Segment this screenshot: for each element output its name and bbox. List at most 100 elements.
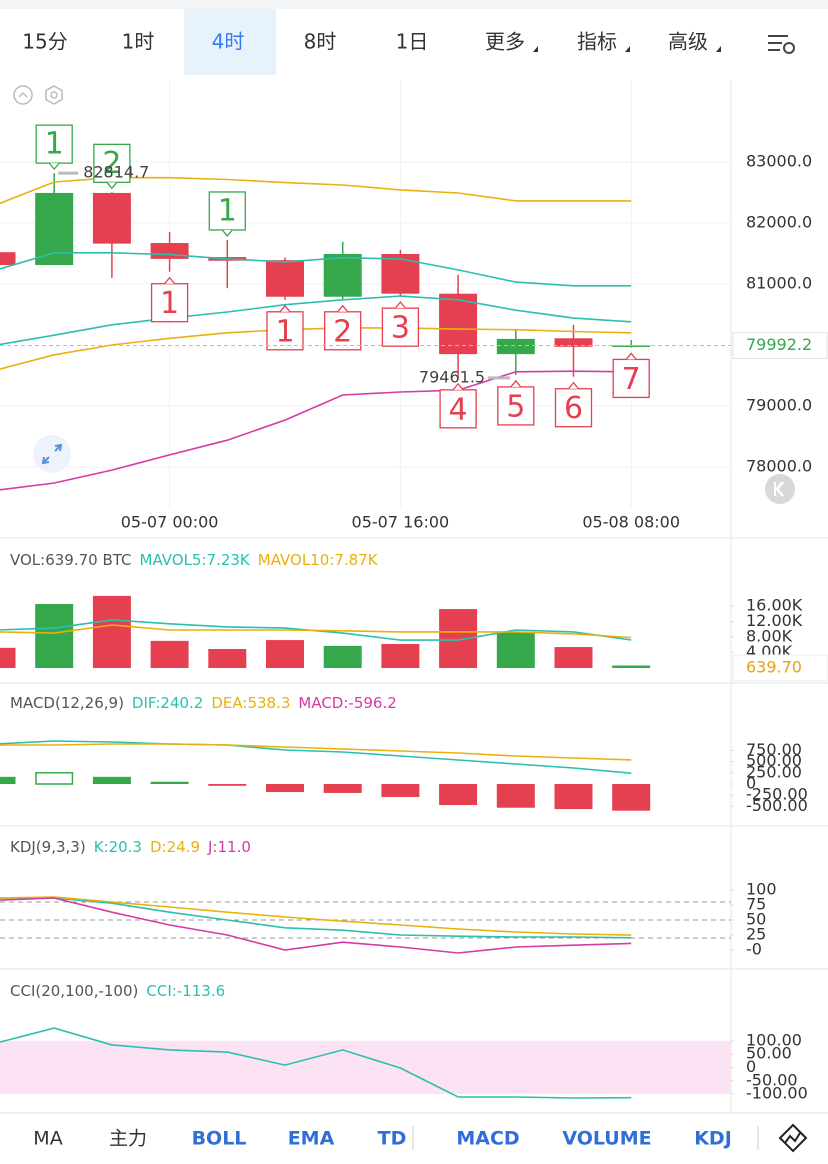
candle-body (439, 293, 478, 355)
volume-bar (381, 643, 420, 668)
value-box (732, 331, 828, 359)
macd-bar (35, 772, 74, 785)
header-item: D:24.9 (150, 838, 200, 856)
y-tick-label: 75 (746, 895, 766, 914)
macd-bar (612, 783, 651, 811)
toolbar-item[interactable]: TD (378, 1128, 407, 1150)
header-item: DIF:240.2 (132, 694, 203, 712)
header-item: MAVOL10:7.87K (258, 551, 379, 569)
td-down-label: 7 (622, 362, 641, 397)
toolbar-item[interactable]: VOLUME (562, 1128, 651, 1150)
tab[interactable]: 高级 (668, 30, 708, 54)
value-box-label: 639.70 (746, 658, 802, 677)
tab[interactable]: 4时 (212, 30, 245, 54)
tab[interactable]: 8时 (304, 30, 337, 54)
panel-header: MACD(12,26,9) DIF:240.2 DEA:538.3 MACD:-596… (10, 694, 397, 712)
td-down-label: 3 (391, 311, 410, 346)
td-pointer (625, 352, 637, 360)
y-tick-label: 0 (746, 1057, 756, 1076)
y-tick-label: 8.00K (746, 626, 793, 645)
macd-bar (439, 783, 478, 806)
td-pointer (337, 304, 349, 313)
header-item: MACD(12,26,9) (10, 694, 124, 712)
toolbar-item[interactable]: MA (33, 1128, 62, 1150)
td-pointer (394, 301, 406, 309)
y-tick-label: 83000.0 (746, 151, 812, 170)
y-tick-label: 12.00K (746, 611, 803, 630)
macd-bar (208, 783, 247, 786)
td-pointer (452, 382, 464, 391)
tab[interactable]: 1日 (396, 30, 429, 54)
indicator-line (0, 896, 632, 936)
candle-body (496, 338, 535, 355)
selected-tab-bg (184, 9, 276, 75)
y-tick-label: 250.00 (746, 762, 802, 781)
volume-bar (612, 665, 651, 668)
y-tick-label: 0 (746, 773, 756, 792)
candle-body (381, 254, 420, 294)
expand-button[interactable] (33, 435, 71, 473)
td-up-label: 2 (102, 146, 121, 181)
y-tick-label: -100.00 (746, 1084, 808, 1103)
td-pointer (279, 304, 291, 313)
toolbar-item[interactable]: BOLL (192, 1128, 247, 1150)
header-item: MAVOL5:7.23K (140, 551, 251, 569)
tab-caret (533, 46, 538, 52)
candle-body (0, 252, 16, 265)
candle-body (35, 192, 74, 265)
volume-bar (266, 640, 304, 668)
y-tick-label: 50 (746, 910, 766, 929)
tab-icon[interactable] (768, 35, 795, 54)
macd-bar (266, 783, 304, 793)
indicator-line (0, 743, 632, 761)
macd-bar (150, 781, 189, 784)
tab[interactable]: 15分 (22, 30, 67, 54)
value-box-label: 79992.2 (746, 335, 812, 354)
toolbar-item[interactable]: 主力 (109, 1128, 147, 1150)
scroll-button[interactable] (765, 474, 795, 504)
macd-bar (0, 776, 16, 784)
toolbar-item[interactable]: MACD (456, 1128, 519, 1150)
toolbar-item[interactable]: EMA (288, 1128, 335, 1150)
tab[interactable]: 指标 (577, 30, 617, 54)
separators (0, 80, 828, 1114)
td-down-label: 1 (275, 314, 294, 349)
macd-bar (92, 776, 131, 784)
td-up-label: 1 (45, 127, 64, 162)
status-strip (0, 0, 828, 9)
x-tick-label: 05-07 16:00 (352, 513, 450, 532)
td-box (612, 358, 650, 399)
y-tick-label: -500.00 (746, 796, 808, 815)
volume-bar (208, 649, 247, 668)
header-item: CCI(20,100,-100) (10, 982, 138, 1000)
indicator-line (0, 295, 632, 346)
panel-header: VOL:639.70 BTC MAVOL5:7.23K MAVOL10:7.87K (10, 551, 379, 569)
td-box (266, 311, 304, 351)
chart-icons[interactable] (13, 85, 63, 105)
indicator-line (0, 1027, 632, 1099)
y-tick-label: 50.00 (746, 1044, 792, 1063)
panel-header: CCI(20,100,-100) CCI:-113.6 (10, 982, 225, 1000)
volume-bar (92, 595, 131, 668)
header-item: KDJ(9,3,3) (10, 838, 86, 856)
candle-body (612, 345, 651, 347)
indicator-line (0, 740, 632, 774)
y-tick-label: 79000.0 (746, 396, 812, 415)
volume-bar (35, 604, 74, 668)
y-tick-label: 78000.0 (746, 457, 812, 476)
tab[interactable]: 更多 (485, 30, 525, 54)
toolbar-item[interactable]: KDJ (694, 1128, 732, 1150)
td-box (35, 124, 73, 164)
low-label: 79461.5 (419, 367, 485, 386)
td-pointer (568, 381, 579, 390)
y-tick-label: 25 (746, 925, 766, 944)
y-tick-label: 82000.0 (746, 212, 812, 231)
tab[interactable]: 1时 (122, 30, 155, 54)
toolbar-icon[interactable] (778, 1123, 808, 1153)
indicator-line (0, 897, 632, 939)
td-down-label: 4 (449, 392, 468, 427)
panel-header: KDJ(9,3,3) K:20.3 D:24.9 J:11.0 (10, 838, 251, 856)
td-box (439, 389, 477, 429)
td-box (497, 386, 535, 426)
header-item: DEA:538.3 (211, 694, 290, 712)
